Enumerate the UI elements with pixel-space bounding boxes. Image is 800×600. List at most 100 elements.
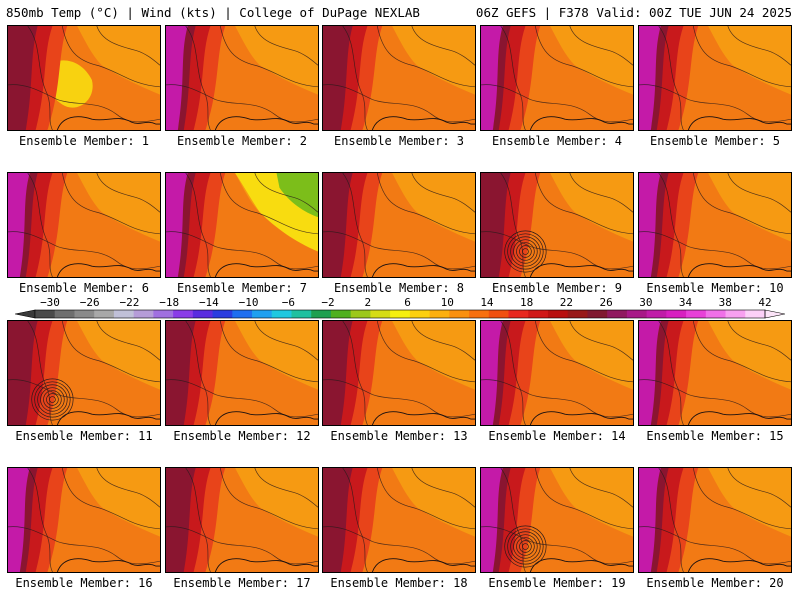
temperature-map (166, 26, 318, 130)
colorbar-segment (725, 310, 746, 318)
colorbar-segment (626, 310, 648, 318)
temperature-map (323, 173, 475, 277)
colorbar-segment (35, 310, 56, 318)
ensemble-member-label: Ensemble Member: 2 (176, 134, 308, 148)
colorbar-segment (488, 310, 510, 318)
colorbar-segment (370, 310, 391, 318)
colorbar-segment (705, 310, 727, 318)
temperature-map (481, 468, 633, 572)
colorbar-segment (94, 310, 115, 318)
ensemble-member-label: Ensemble Member: 8 (333, 281, 465, 295)
ensemble-member-map (7, 25, 161, 131)
colorbar-segment (409, 310, 431, 318)
ensemble-member-map (638, 320, 792, 426)
colorbar-segment (74, 310, 95, 318)
temperature-map (323, 321, 475, 425)
ensemble-member-label: Ensemble Member: 3 (333, 134, 465, 148)
colorbar-segment (330, 310, 352, 318)
ensemble-member-label: Ensemble Member: 18 (330, 576, 468, 590)
header-title: 850mb Temp (°C) | Wind (kts) | College o… (6, 5, 420, 20)
ensemble-member-label: Ensemble Member: 9 (491, 281, 623, 295)
ensemble-member-label: Ensemble Member: 19 (488, 576, 626, 590)
colorbar-tick-label: −30 (40, 296, 60, 309)
colorbar-segment (212, 310, 233, 318)
ensemble-member-label: Ensemble Member: 10 (646, 281, 784, 295)
ensemble-member-map (322, 25, 476, 131)
temperature-map (323, 468, 475, 572)
colorbar-segment (192, 310, 214, 318)
colorbar-segment (469, 310, 490, 318)
ensemble-member-map (480, 467, 634, 573)
colorbar-segment (54, 310, 75, 318)
colorbar-tick-label: 14 (480, 296, 494, 309)
ensemble-member-map (7, 467, 161, 573)
ensemble-member-label: Ensemble Member: 11 (15, 429, 153, 443)
temperature-map (639, 468, 791, 572)
colorbar-segment (350, 310, 371, 318)
colorbar-segment (666, 310, 687, 318)
colorbar-segment (508, 310, 529, 318)
ensemble-member-label: Ensemble Member: 17 (173, 576, 311, 590)
colorbar-segment (153, 310, 174, 318)
colorbar-segment (686, 310, 707, 318)
ensemble-member-map (638, 467, 792, 573)
colorbar-segment (232, 310, 253, 318)
header-run-info: 06Z GEFS | F378 Valid: 00Z TUE JUN 24 20… (475, 5, 792, 20)
temperature-map (639, 321, 791, 425)
ensemble-member-label: Ensemble Member: 6 (18, 281, 150, 295)
ensemble-member-map (165, 467, 319, 573)
colorbar-segment (745, 310, 766, 318)
colorbar-tick-label: −14 (198, 296, 219, 309)
ensemble-member-map (638, 172, 792, 278)
temperature-map (8, 173, 160, 277)
ensemble-member-map (638, 25, 792, 131)
ensemble-member-label: Ensemble Member: 7 (176, 281, 308, 295)
ensemble-member-label: Ensemble Member: 12 (173, 429, 311, 443)
colorbar-segment (291, 310, 312, 318)
colorbar-segment (113, 310, 135, 318)
temperature-map (8, 468, 160, 572)
ensemble-member-map (480, 172, 634, 278)
colorbar-segment (252, 310, 273, 318)
colorbar-segment (607, 310, 628, 318)
colorbar-tick-label: −18 (159, 296, 180, 309)
colorbar-segment (311, 310, 332, 318)
temperature-map (639, 173, 791, 277)
ensemble-member-map (165, 320, 319, 426)
temperature-map (166, 173, 318, 277)
ensemble-member-map (7, 320, 161, 426)
temperature-colorbar (15, 309, 785, 319)
ensemble-member-map (165, 25, 319, 131)
temperature-map (481, 173, 633, 277)
temperature-map (8, 321, 160, 425)
colorbar-left-arrow (15, 309, 36, 319)
temperature-map (481, 26, 633, 130)
colorbar-segment (449, 310, 470, 318)
colorbar-segment (646, 310, 667, 318)
colorbar-segment (133, 310, 154, 318)
ensemble-member-label: Ensemble Member: 13 (330, 429, 468, 443)
colorbar-segment (547, 310, 569, 318)
colorbar-right-arrow (764, 309, 785, 319)
colorbar-tick-label: 38 (718, 296, 732, 309)
colorbar-tick-label: 18 (520, 296, 534, 309)
colorbar-segment (587, 310, 608, 318)
colorbar-segment (567, 310, 588, 318)
temperature-map (323, 26, 475, 130)
ensemble-member-map (322, 172, 476, 278)
ensemble-member-label: Ensemble Member: 1 (18, 134, 150, 148)
ensemble-member-map (165, 172, 319, 278)
ensemble-member-map (322, 320, 476, 426)
colorbar-tick-label: 10 (440, 296, 454, 309)
colorbar-tick-label: −6 (281, 296, 295, 309)
temperature-map (166, 321, 318, 425)
colorbar-segment (429, 310, 450, 318)
ensemble-member-map (322, 467, 476, 573)
ensemble-member-label: Ensemble Member: 20 (646, 576, 784, 590)
colorbar-tick-label: −22 (119, 296, 140, 309)
temperature-map (166, 468, 318, 572)
colorbar-tick-label: −2 (321, 296, 335, 309)
temperature-map (481, 321, 633, 425)
colorbar-segment (528, 310, 549, 318)
colorbar-tick-label: 6 (404, 296, 411, 309)
